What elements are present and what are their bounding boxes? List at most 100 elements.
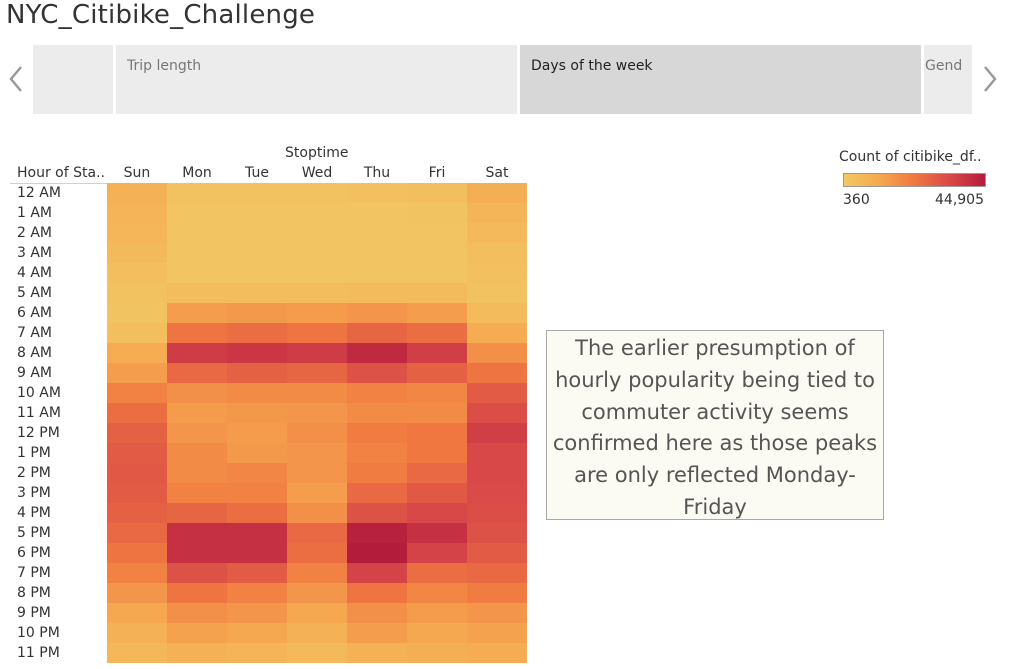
heatmap-cell[interactable] — [347, 323, 407, 343]
heatmap-cell[interactable] — [347, 303, 407, 323]
heatmap-cell[interactable] — [107, 483, 167, 503]
heatmap-cell[interactable] — [467, 563, 527, 583]
heatmap-cell[interactable] — [407, 263, 467, 283]
heatmap-cell[interactable] — [467, 243, 527, 263]
heatmap-cell[interactable] — [107, 383, 167, 403]
heatmap-cell[interactable] — [467, 643, 527, 663]
heatmap-cell[interactable] — [467, 203, 527, 223]
heatmap-cell[interactable] — [407, 523, 467, 543]
heatmap-cell[interactable] — [347, 243, 407, 263]
heatmap-cell[interactable] — [467, 283, 527, 303]
heatmap-cell[interactable] — [167, 303, 227, 323]
heatmap-cell[interactable] — [347, 603, 407, 623]
heatmap-cell[interactable] — [347, 563, 407, 583]
heatmap-cell[interactable] — [467, 183, 527, 203]
heatmap-cell[interactable] — [287, 543, 347, 563]
heatmap-cell[interactable] — [227, 543, 287, 563]
heatmap-cell[interactable] — [347, 583, 407, 603]
heatmap-cell[interactable] — [227, 263, 287, 283]
heatmap-cell[interactable] — [347, 203, 407, 223]
heatmap-cell[interactable] — [167, 283, 227, 303]
heatmap-cell[interactable] — [407, 543, 467, 563]
heatmap-cell[interactable] — [167, 343, 227, 363]
heatmap-cell[interactable] — [287, 243, 347, 263]
heatmap-cell[interactable] — [227, 283, 287, 303]
heatmap-cell[interactable] — [287, 483, 347, 503]
heatmap-cell[interactable] — [287, 323, 347, 343]
heatmap-cell[interactable] — [167, 383, 227, 403]
heatmap-cell[interactable] — [287, 203, 347, 223]
heatmap-cell[interactable] — [407, 403, 467, 423]
heatmap-cell[interactable] — [407, 223, 467, 243]
heatmap-cell[interactable] — [347, 423, 407, 443]
heatmap-cell[interactable] — [167, 583, 227, 603]
heatmap-cell[interactable] — [467, 343, 527, 363]
heatmap-cell[interactable] — [287, 423, 347, 443]
heatmap-cell[interactable] — [467, 223, 527, 243]
heatmap-cell[interactable] — [287, 283, 347, 303]
heatmap-cell[interactable] — [287, 383, 347, 403]
heatmap-cell[interactable] — [407, 243, 467, 263]
heatmap-cell[interactable] — [467, 583, 527, 603]
heatmap-cell[interactable] — [167, 403, 227, 423]
heatmap-cell[interactable] — [227, 423, 287, 443]
heatmap-cell[interactable] — [287, 563, 347, 583]
tab-story-point-1[interactable] — [33, 45, 113, 114]
heatmap-cell[interactable] — [467, 263, 527, 283]
heatmap-cell[interactable] — [167, 443, 227, 463]
tab-days-of-week[interactable]: Days of the week — [520, 45, 921, 114]
heatmap-cell[interactable] — [107, 503, 167, 523]
heatmap-cell[interactable] — [467, 603, 527, 623]
heatmap-cell[interactable] — [167, 263, 227, 283]
heatmap-cell[interactable] — [287, 263, 347, 283]
heatmap-cell[interactable] — [227, 523, 287, 543]
heatmap-cell[interactable] — [227, 643, 287, 663]
heatmap-cell[interactable] — [227, 183, 287, 203]
heatmap-cell[interactable] — [407, 423, 467, 443]
heatmap-cell[interactable] — [407, 463, 467, 483]
heatmap-cell[interactable] — [407, 443, 467, 463]
heatmap-cell[interactable] — [287, 463, 347, 483]
heatmap-cell[interactable] — [167, 603, 227, 623]
heatmap-cell[interactable] — [287, 503, 347, 523]
heatmap-cell[interactable] — [107, 183, 167, 203]
heatmap-cell[interactable] — [287, 403, 347, 423]
heatmap-cell[interactable] — [107, 283, 167, 303]
heatmap-cell[interactable] — [227, 483, 287, 503]
heatmap-cell[interactable] — [107, 623, 167, 643]
heatmap-cell[interactable] — [347, 183, 407, 203]
heatmap-cell[interactable] — [347, 523, 407, 543]
heatmap-cell[interactable] — [407, 483, 467, 503]
heatmap-cell[interactable] — [287, 443, 347, 463]
heatmap-cell[interactable] — [107, 583, 167, 603]
heatmap-cell[interactable] — [347, 383, 407, 403]
heatmap-cell[interactable] — [467, 303, 527, 323]
heatmap-cell[interactable] — [407, 603, 467, 623]
heatmap-cell[interactable] — [227, 203, 287, 223]
heatmap-cell[interactable] — [467, 363, 527, 383]
heatmap-cell[interactable] — [107, 463, 167, 483]
heatmap-cell[interactable] — [287, 363, 347, 383]
heatmap-cell[interactable] — [407, 283, 467, 303]
heatmap-cell[interactable] — [227, 403, 287, 423]
heatmap-cell[interactable] — [227, 443, 287, 463]
heatmap-cell[interactable] — [107, 603, 167, 623]
heatmap-cell[interactable] — [467, 463, 527, 483]
heatmap-cell[interactable] — [107, 563, 167, 583]
heatmap-cell[interactable] — [227, 623, 287, 643]
heatmap-cell[interactable] — [347, 343, 407, 363]
chevron-right-icon[interactable] — [978, 62, 1002, 96]
heatmap-cell[interactable] — [107, 323, 167, 343]
heatmap-cell[interactable] — [287, 623, 347, 643]
heatmap-cell[interactable] — [287, 583, 347, 603]
heatmap-cell[interactable] — [407, 563, 467, 583]
heatmap-cell[interactable] — [107, 423, 167, 443]
heatmap-cell[interactable] — [287, 603, 347, 623]
heatmap-cell[interactable] — [227, 363, 287, 383]
heatmap-cell[interactable] — [347, 643, 407, 663]
heatmap-cell[interactable] — [287, 183, 347, 203]
tab-trip-length[interactable]: Trip length — [116, 45, 517, 114]
heatmap-cell[interactable] — [287, 343, 347, 363]
heatmap-cell[interactable] — [287, 523, 347, 543]
heatmap-cell[interactable] — [467, 503, 527, 523]
